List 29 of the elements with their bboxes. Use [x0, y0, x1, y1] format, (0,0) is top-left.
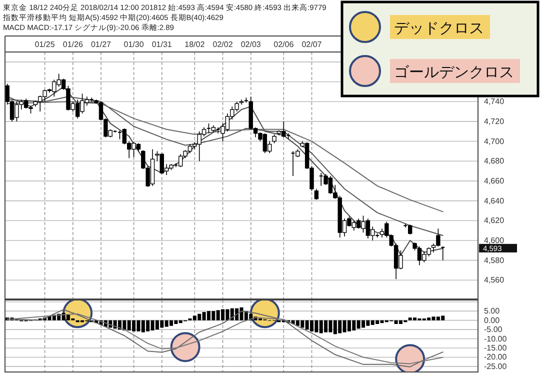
y-tick-label: 4,620 — [484, 216, 505, 226]
y-tick-label: 4,660 — [484, 176, 505, 186]
y-tick-label: -10.00 — [484, 334, 508, 344]
legend-label: デッドクロス — [394, 19, 484, 37]
y-tick-label: 4,640 — [484, 196, 505, 206]
y-tick-label: 4,600 — [484, 236, 505, 245]
y-tick-label: 4,720 — [484, 116, 505, 126]
y-tick-label: 4,740 — [484, 97, 505, 106]
x-tick-label: 18/02 — [184, 40, 206, 49]
y-tick-label: -15.00 — [484, 344, 508, 352]
x-tick-label: 01/25 — [34, 40, 56, 49]
y-tick-label: 4,680 — [484, 156, 505, 166]
y-tick-label: 4,700 — [484, 136, 505, 146]
legend-label: ゴールデンクロス — [394, 63, 514, 81]
y-tick-label: -20.00 — [484, 352, 508, 362]
x-tick-label: 02/06 — [274, 40, 294, 49]
y-tick-label: 4,580 — [484, 256, 505, 265]
y-tick-label: 4,560 — [484, 276, 505, 285]
y-tick-label: -25.00 — [484, 362, 508, 371]
x-tick-label: 02/07 — [302, 40, 322, 49]
x-tick-label: 01/31 — [152, 40, 172, 49]
x-tick-label: 01/26 — [62, 40, 84, 49]
x-tick-label: 02/02 — [212, 40, 234, 49]
x-tick-label: 02/03 — [240, 40, 262, 49]
x-tick-label: 01/27 — [90, 40, 112, 49]
y-tick-label: 0.00 — [484, 316, 500, 325]
x-tick-label: 01/30 — [124, 40, 144, 49]
y-tick-label: 5.00 — [484, 306, 500, 316]
y-tick-label: -5.00 — [484, 325, 503, 334]
